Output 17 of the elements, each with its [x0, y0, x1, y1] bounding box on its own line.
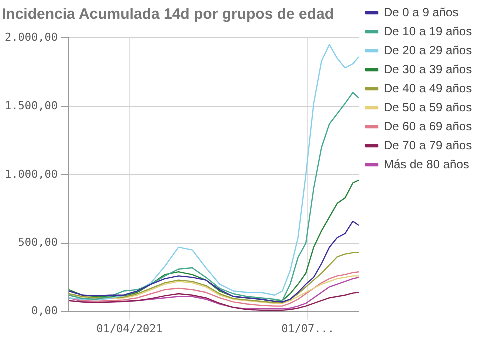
- legend-label: De 60 a 69 años: [384, 119, 472, 134]
- chart-title: Incidencia Acumulada 14d por grupos de edad: [2, 6, 334, 24]
- legend-label: De 40 a 49 años: [384, 81, 472, 96]
- legend-label: De 30 a 39 años: [384, 62, 472, 76]
- legend-label: Más de 80 años: [384, 157, 470, 172]
- x-tick-label: 01/07...: [282, 322, 335, 336]
- x-tick-label: 01/04/2021: [96, 322, 163, 336]
- y-tick-label: 2.000,00: [4, 30, 58, 44]
- legend-label: De 50 a 59 años: [384, 100, 472, 114]
- legend-label: De 20 a 29 años: [384, 43, 472, 58]
- y-tick-label: 500,00: [18, 236, 58, 250]
- legend-label: De 10 a 19 años: [384, 24, 472, 38]
- legend-label: De 70 a 79 años: [384, 138, 472, 152]
- y-tick-label: 0,00: [31, 304, 58, 318]
- legend-label: De 0 a 9 años: [384, 5, 459, 20]
- y-tick-label: 1.000,00: [4, 168, 58, 181]
- y-tick-label: 1.500,00: [4, 99, 58, 112]
